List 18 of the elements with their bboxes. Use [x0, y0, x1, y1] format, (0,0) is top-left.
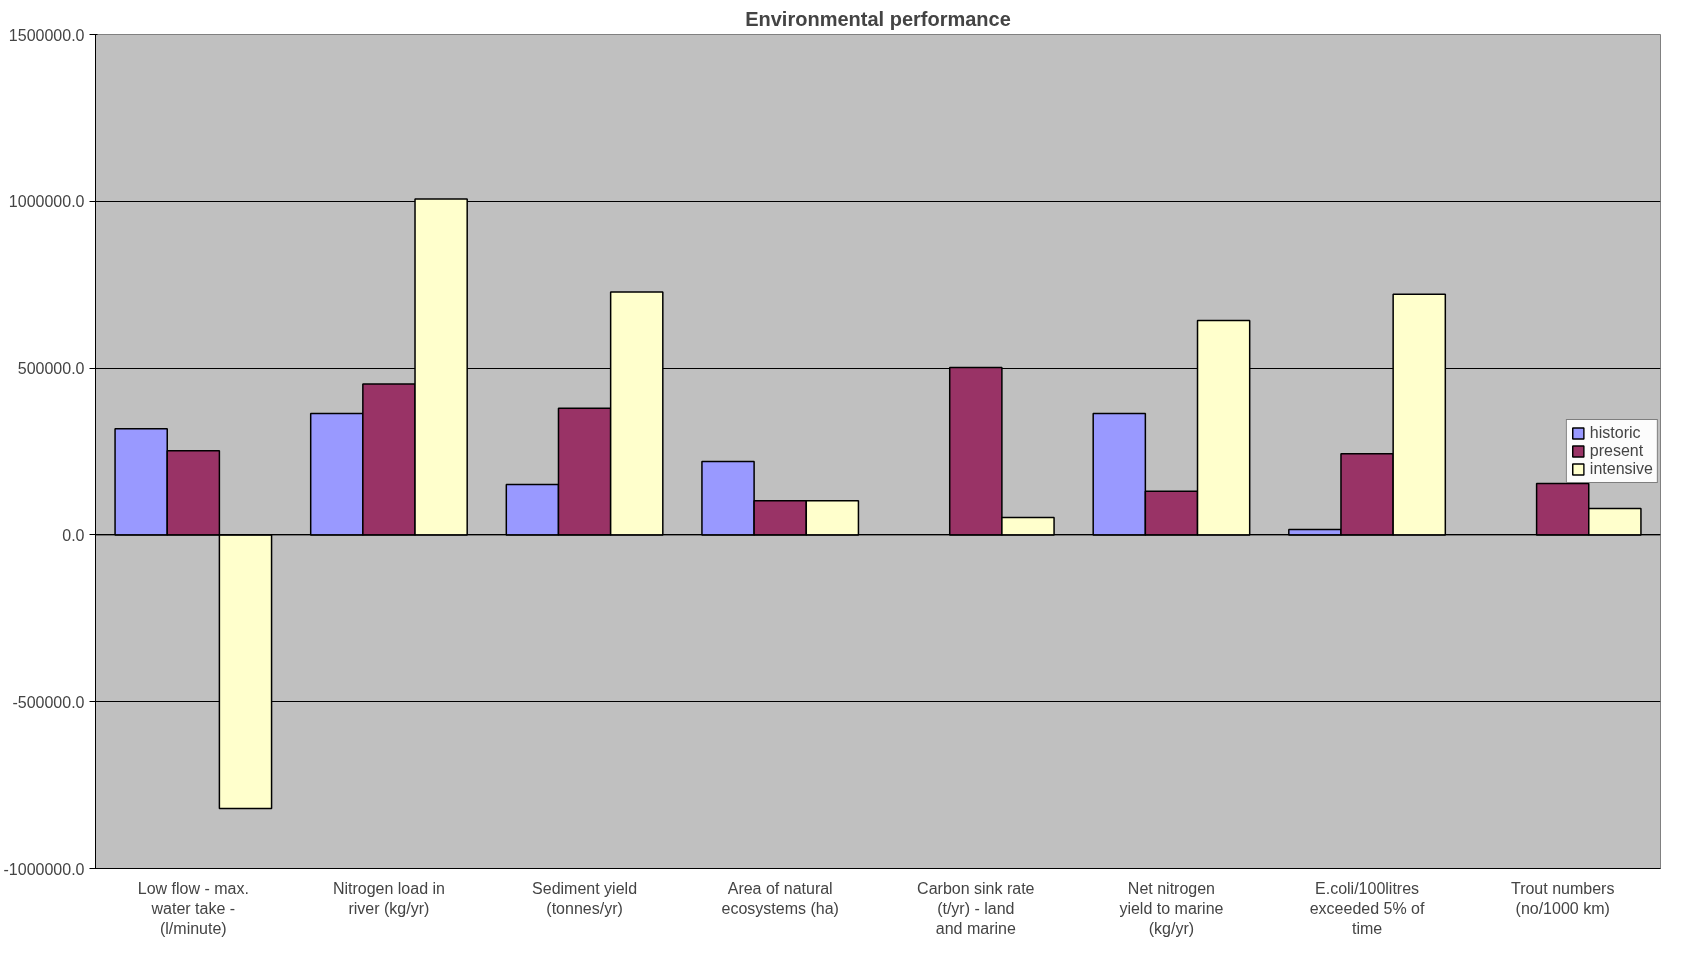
- y-tick-label: 1000000.0: [8, 193, 85, 211]
- y-tick-label: 500000.0: [17, 360, 85, 378]
- x-tick-label: E.coli/100litres exceeded 5% of time: [1309, 879, 1425, 938]
- y-tick-label: -1000000.0: [3, 860, 85, 878]
- legend-label: historic: [1589, 424, 1641, 442]
- chart-title: Environmental performance: [745, 7, 1011, 30]
- y-tick-label: 0.0: [62, 526, 85, 544]
- y-tick-label: 1500000.0: [8, 26, 85, 44]
- x-tick-label: Trout numbers (no/1000 km): [1510, 879, 1615, 917]
- legend-label: present: [1589, 442, 1644, 460]
- x-tick-label: Low flow - max. water take - (l/minute): [137, 879, 249, 938]
- legend-label: intensive: [1589, 460, 1653, 478]
- x-tick-label: Carbon sink rate (t/yr) - land and marine: [917, 879, 1035, 938]
- y-tick-label: -500000.0: [12, 693, 85, 711]
- x-tick-label: Area of natural ecosystems (ha): [721, 879, 839, 917]
- x-tick-label: Sediment yield (tonnes/yr): [532, 879, 638, 917]
- x-tick-label: Nitrogen load in river (kg/yr): [332, 879, 445, 917]
- x-tick-label: Net nitrogen yield to marine (kg/yr): [1119, 879, 1224, 938]
